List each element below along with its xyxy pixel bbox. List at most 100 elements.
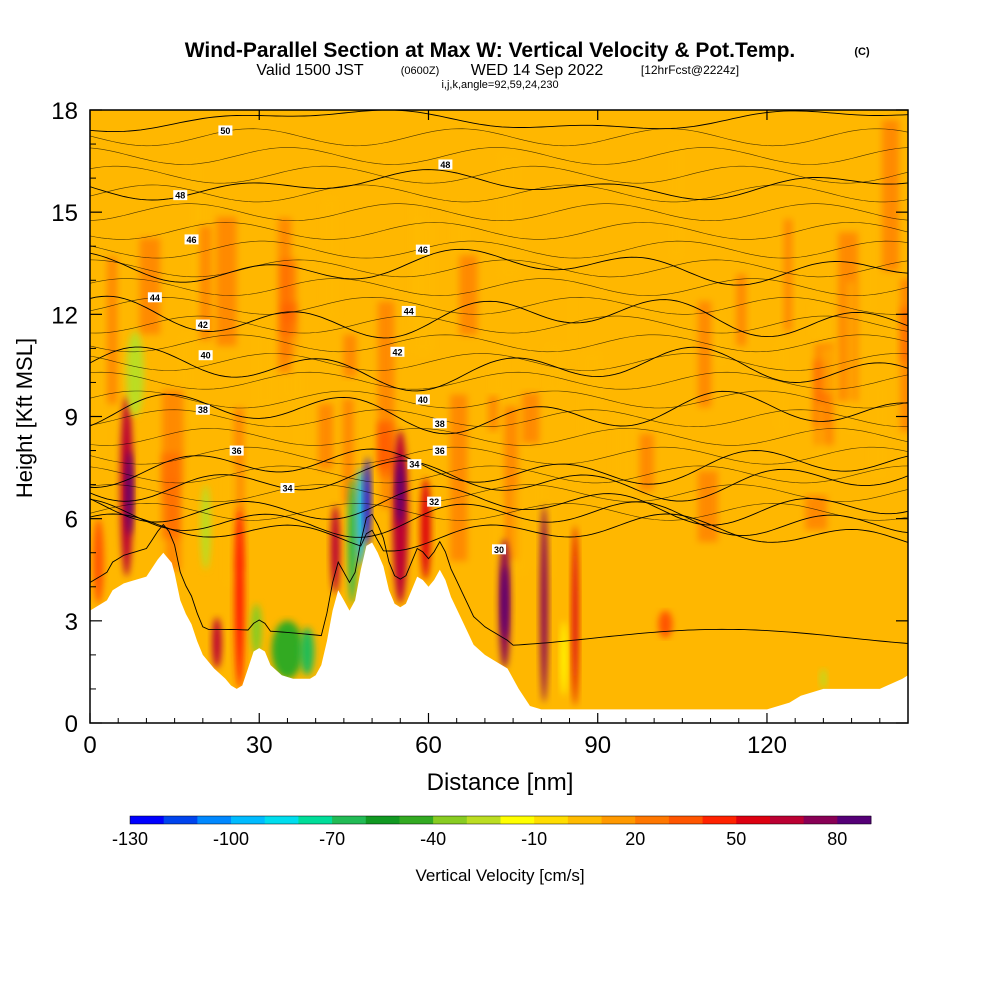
field-patch xyxy=(811,299,827,341)
colorbar-swatch xyxy=(365,816,400,824)
field-patch xyxy=(775,339,788,434)
velocity-cell xyxy=(571,525,579,706)
velocity-cell xyxy=(820,668,827,689)
colorbar-tick-label: 50 xyxy=(726,829,746,849)
colorbar-swatch xyxy=(500,816,535,824)
contour-label-box xyxy=(415,244,430,255)
velocity-cell xyxy=(200,484,211,570)
contour-label: 42 xyxy=(392,347,402,357)
contour-label: 44 xyxy=(150,293,160,303)
y-tick-label: 18 xyxy=(51,98,78,125)
field-patch xyxy=(488,396,498,431)
terrain xyxy=(90,542,908,723)
colorbar-swatch xyxy=(466,816,501,824)
velocity-cell xyxy=(212,617,222,669)
x-tick-label: 30 xyxy=(246,732,273,759)
colorbar-swatch xyxy=(399,816,434,824)
contour-label: 44 xyxy=(404,306,414,316)
theta-contour-minor xyxy=(90,502,908,521)
field-patch xyxy=(491,346,506,396)
field-patch xyxy=(453,201,470,262)
contour-label: 34 xyxy=(282,484,292,494)
field-patch xyxy=(107,256,118,404)
theta-contour-minor xyxy=(90,390,908,409)
contour-labels: 50 48 48 46 46 44 44 42 42 40 40 38 38 36 36 34 34 32 30 xyxy=(147,125,506,555)
contour-label-box xyxy=(438,159,453,170)
colorbar-swatch xyxy=(433,816,468,824)
velocity-cells xyxy=(93,331,827,706)
velocity-cell xyxy=(560,620,567,696)
velocity-cell xyxy=(348,477,357,604)
field-patch xyxy=(863,223,875,314)
velocity-cell xyxy=(271,620,304,679)
colorbar-swatch xyxy=(702,816,737,824)
colorbar-swatch xyxy=(803,816,838,824)
velocity-cell xyxy=(420,477,431,580)
contour-label-box xyxy=(195,319,210,330)
field-patch xyxy=(342,398,354,505)
colorbar-label: Vertical Velocity [cm/s] xyxy=(415,866,584,885)
colorbar-tick-label: -130 xyxy=(112,829,148,849)
contour-label-box xyxy=(195,404,210,415)
contour-label-box xyxy=(280,483,295,494)
colorbar-swatch xyxy=(601,816,636,824)
theta-contour xyxy=(90,248,908,286)
velocity-cell xyxy=(93,518,104,604)
theta-contour xyxy=(90,513,908,646)
y-tick-label: 6 xyxy=(65,507,78,534)
velocity-cell xyxy=(364,457,371,546)
subtitle-utc: (0600Z) xyxy=(401,65,440,77)
y-tick-label: 0 xyxy=(65,711,78,738)
theta-contour-minor xyxy=(90,465,908,484)
contour-label-box xyxy=(432,445,447,456)
colorbar-swatch xyxy=(635,816,670,824)
field-patch xyxy=(343,334,357,378)
contour-label: 50 xyxy=(220,126,230,136)
colorbar-swatch xyxy=(534,816,569,824)
colorbar-swatch xyxy=(736,816,771,824)
contour-label-box xyxy=(229,445,244,456)
chart-title: Wind-Parallel Section at Max W: Vertical… xyxy=(185,39,796,62)
contour-label: 46 xyxy=(187,235,197,245)
x-tick-label: 60 xyxy=(415,732,442,759)
contour-label-box xyxy=(492,544,506,555)
colorbar-swatch xyxy=(231,816,266,824)
contour-label: 30 xyxy=(494,545,504,555)
colorbar-swatch xyxy=(837,816,872,824)
field-patch xyxy=(253,330,276,408)
field-patch xyxy=(199,226,212,341)
field-patch xyxy=(581,351,602,438)
field-patch xyxy=(494,496,504,570)
field-patch xyxy=(669,142,683,260)
contour-label: 48 xyxy=(440,160,450,170)
colorbar-swatch xyxy=(197,816,232,824)
colorbar-swatch xyxy=(298,816,333,824)
colorbar-swatch xyxy=(332,816,367,824)
contour-label-box xyxy=(147,292,162,303)
y-tick-label: 9 xyxy=(65,405,78,432)
colorbar-tick-label: 20 xyxy=(625,829,645,849)
contour-label-box xyxy=(407,459,422,470)
field-patch xyxy=(710,311,726,365)
contour-label-box xyxy=(173,190,188,201)
theta-contour xyxy=(90,513,908,552)
title-mark: (C) xyxy=(854,46,870,58)
theta-contour-minor xyxy=(90,165,908,184)
theta-contour-minor xyxy=(90,428,908,446)
contour-label-box xyxy=(198,350,213,361)
plot-area: 50 48 48 46 46 44 44 42 42 40 40 38 38 36 36 34 34 32 30 xyxy=(90,110,908,723)
field-patch xyxy=(224,467,239,587)
velocity-cell xyxy=(501,566,508,638)
contour-label: 48 xyxy=(175,191,185,201)
theta-contour xyxy=(90,346,908,392)
theta-contour xyxy=(90,390,908,435)
field-patch xyxy=(821,347,837,394)
colorbar-swatch xyxy=(668,816,703,824)
field-patch xyxy=(498,151,520,279)
theta-contour xyxy=(90,169,908,201)
colorbar-frame xyxy=(129,815,872,825)
field-patch xyxy=(234,407,244,570)
theta-contour-minor xyxy=(90,296,908,315)
colorbar-tick-label: 80 xyxy=(827,829,847,849)
